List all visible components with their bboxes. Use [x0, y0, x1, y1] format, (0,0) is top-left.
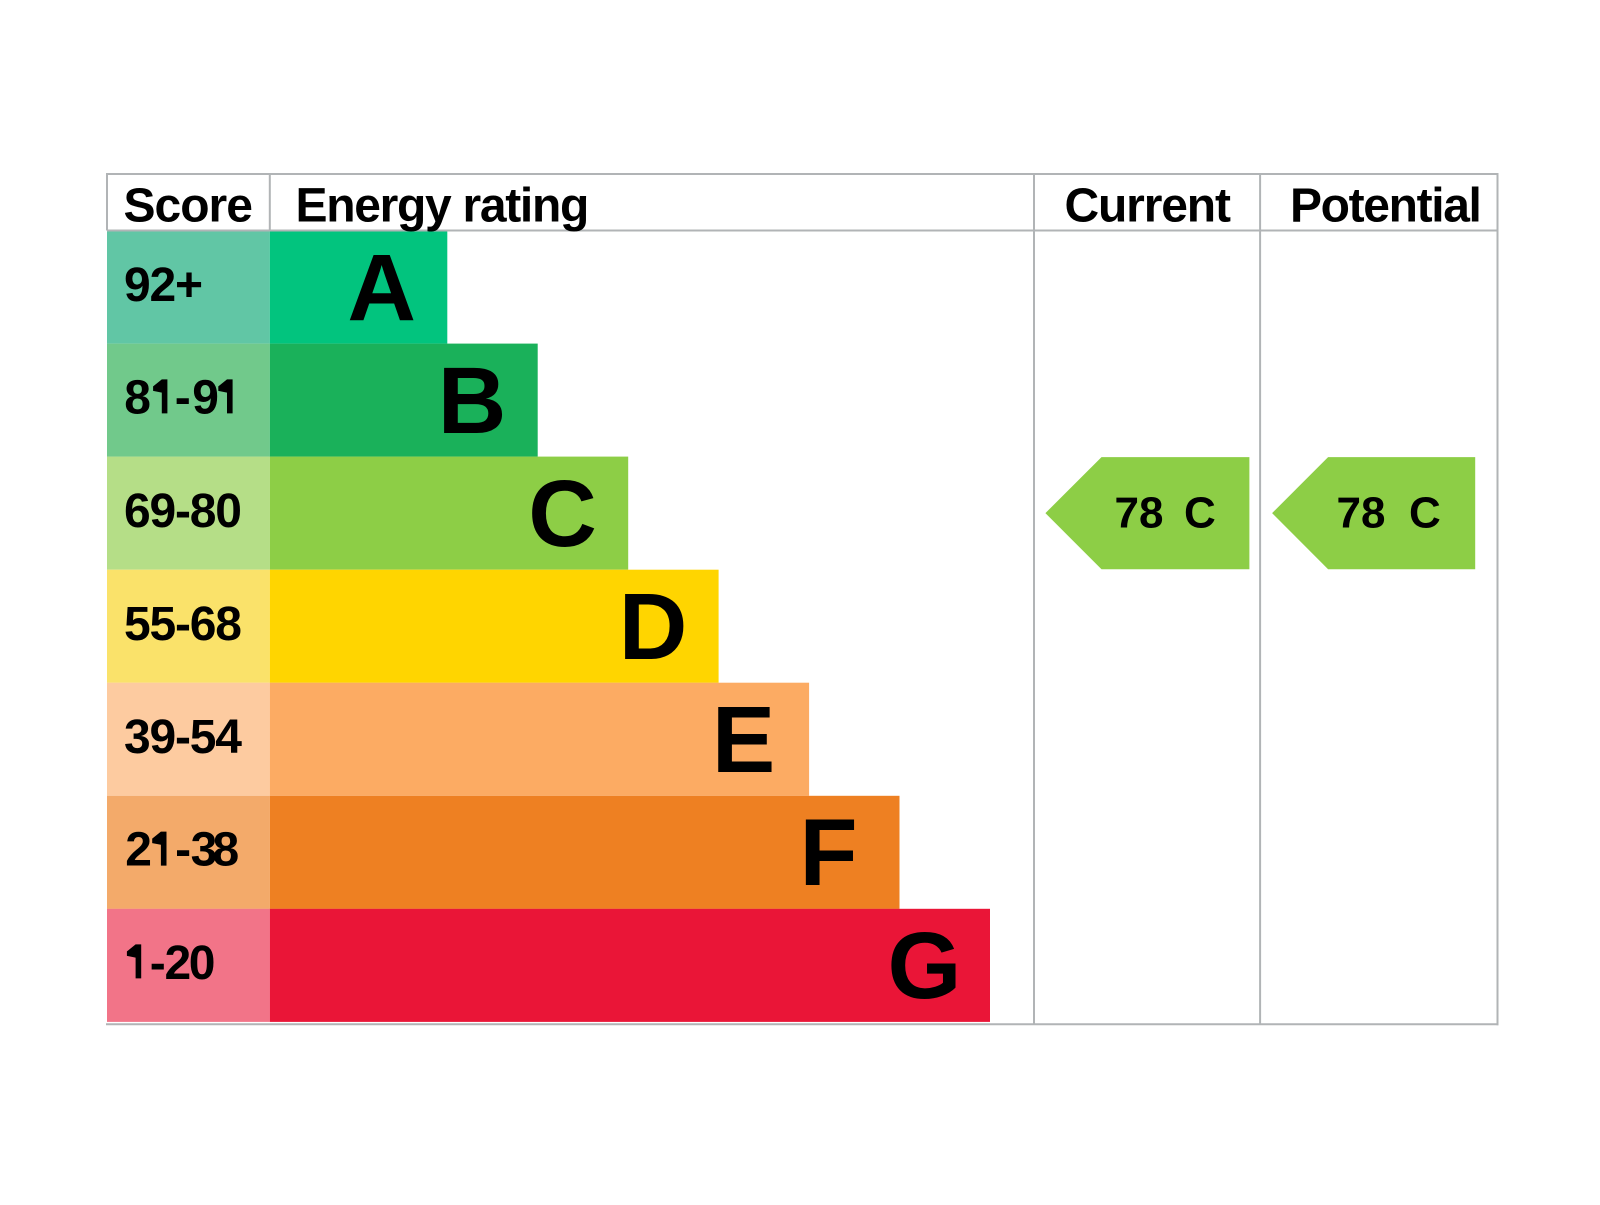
svg-text:G: G — [887, 913, 961, 1019]
svg-text:2: 2 — [165, 937, 192, 990]
svg-text:9: 9 — [192, 371, 219, 424]
svg-text:8: 8 — [213, 824, 240, 877]
svg-text:39-54: 39-54 — [124, 711, 242, 764]
svg-text:2: 2 — [125, 824, 152, 877]
svg-text:A: A — [347, 235, 416, 341]
svg-text:0: 0 — [189, 937, 216, 990]
svg-text:-: - — [175, 824, 191, 877]
svg-text:8: 8 — [124, 371, 151, 424]
svg-text:Current: Current — [1065, 179, 1231, 232]
svg-text:92+: 92+ — [124, 259, 202, 312]
svg-text:Potential: Potential — [1290, 179, 1481, 232]
svg-text:78: 78 — [1115, 489, 1164, 538]
svg-text:D: D — [619, 574, 688, 680]
svg-text:69-80: 69-80 — [124, 485, 241, 538]
svg-text:78: 78 — [1337, 489, 1386, 538]
svg-text:3: 3 — [191, 824, 218, 877]
svg-text:55-68: 55-68 — [124, 598, 241, 651]
svg-text:Score: Score — [124, 179, 253, 232]
svg-text:F: F — [799, 800, 857, 906]
svg-text:C: C — [528, 461, 597, 567]
svg-text:B: B — [438, 348, 507, 454]
svg-text:Energy rating: Energy rating — [296, 179, 589, 232]
svg-text:-: - — [150, 937, 166, 990]
svg-text:-: - — [175, 371, 191, 424]
svg-text:E: E — [712, 687, 775, 793]
svg-text:C: C — [1184, 489, 1216, 538]
svg-text:C: C — [1409, 489, 1441, 538]
